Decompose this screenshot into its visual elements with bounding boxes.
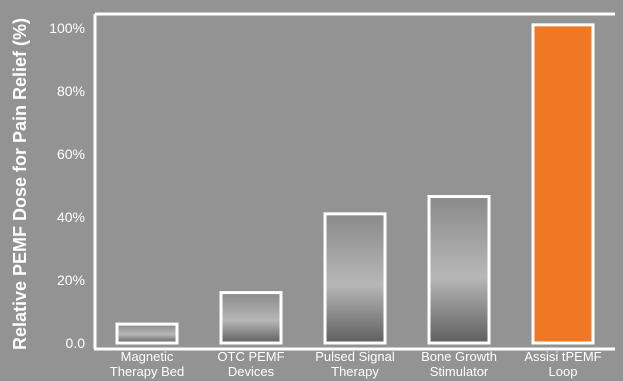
y-tick-label: 40% (57, 209, 85, 225)
x-tick-label: OTC PEMF (217, 349, 284, 364)
bars (115, 23, 595, 345)
y-tick-label: 0.0 (66, 335, 86, 351)
bar (323, 212, 387, 345)
y-tick-label: 100% (49, 20, 85, 36)
x-tick-label: Therapy (331, 364, 379, 379)
y-tick-label: 20% (57, 272, 85, 288)
x-tick-label: Stimulator (430, 364, 489, 379)
x-tick-label: Magnetic (121, 349, 174, 364)
axes (93, 12, 615, 351)
bar (219, 291, 283, 345)
x-tick-label: Pulsed Signal (315, 349, 395, 364)
x-tick-label: Therapy Bed (110, 364, 184, 379)
x-tick-label: Bone Growth (421, 349, 497, 364)
y-tick-label: 60% (57, 146, 85, 162)
x-tick-label: Loop (549, 364, 578, 379)
bar (427, 195, 491, 345)
y-tick-labels: 0.0 20% 40% 60% 80% 100% (49, 20, 85, 351)
bar (531, 23, 595, 345)
x-tick-label: Assisi tPEMF (524, 349, 601, 364)
x-tick-label: Devices (228, 364, 275, 379)
y-tick-label: 80% (57, 83, 85, 99)
y-axis-label: Relative PEMF Dose for Pain Relief (%) (10, 18, 30, 350)
bar (115, 322, 179, 345)
